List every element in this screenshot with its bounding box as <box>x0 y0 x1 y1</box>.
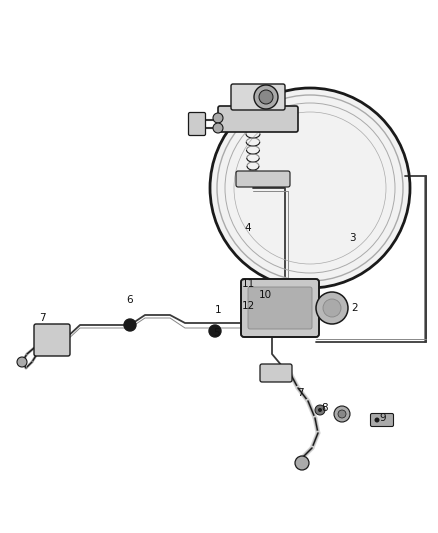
Circle shape <box>209 325 221 337</box>
FancyBboxPatch shape <box>231 84 285 110</box>
Text: 5: 5 <box>213 328 219 338</box>
Text: 7: 7 <box>39 313 45 323</box>
Text: 4: 4 <box>245 223 251 233</box>
Text: 1: 1 <box>215 305 221 315</box>
Circle shape <box>316 292 348 324</box>
FancyBboxPatch shape <box>371 414 393 426</box>
FancyBboxPatch shape <box>34 324 70 356</box>
Circle shape <box>318 408 322 412</box>
FancyBboxPatch shape <box>236 171 290 187</box>
Circle shape <box>124 319 136 331</box>
Text: 6: 6 <box>127 295 133 305</box>
Circle shape <box>210 88 410 288</box>
Text: 8: 8 <box>321 403 328 413</box>
Circle shape <box>17 357 27 367</box>
Circle shape <box>213 123 223 133</box>
Circle shape <box>315 405 325 415</box>
Circle shape <box>259 90 273 104</box>
FancyBboxPatch shape <box>218 106 298 132</box>
Text: 7: 7 <box>297 388 303 398</box>
Circle shape <box>254 85 278 109</box>
FancyBboxPatch shape <box>241 279 319 337</box>
Circle shape <box>295 456 309 470</box>
Circle shape <box>213 113 223 123</box>
Text: 11: 11 <box>241 279 254 289</box>
FancyBboxPatch shape <box>248 287 312 329</box>
Text: 2: 2 <box>352 303 358 313</box>
Text: 9: 9 <box>380 413 386 423</box>
Circle shape <box>323 299 341 317</box>
FancyBboxPatch shape <box>260 364 292 382</box>
Circle shape <box>338 410 346 418</box>
Text: 3: 3 <box>349 233 355 243</box>
Circle shape <box>374 417 379 423</box>
Text: 10: 10 <box>258 290 272 300</box>
FancyBboxPatch shape <box>188 112 205 135</box>
Circle shape <box>334 406 350 422</box>
Text: 12: 12 <box>241 301 254 311</box>
